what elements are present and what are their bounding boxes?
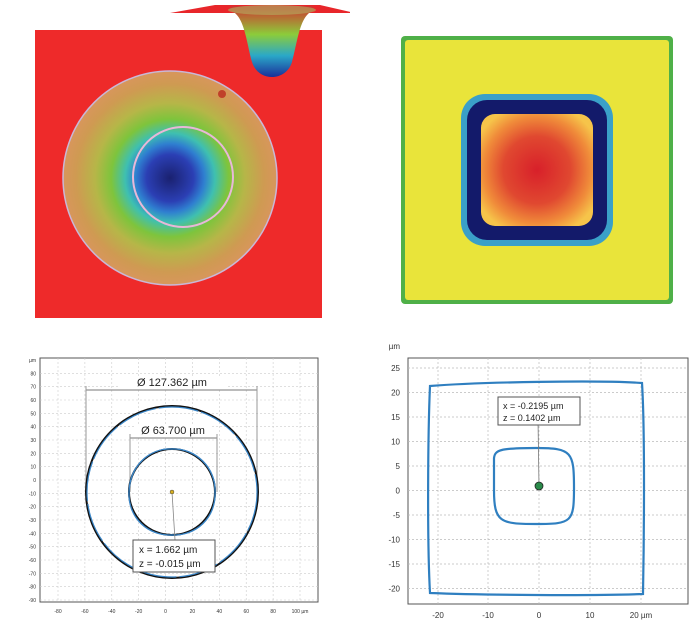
y-tick-label: -5 bbox=[393, 511, 401, 520]
y-tick-label: -40 bbox=[29, 531, 36, 537]
center-point bbox=[534, 481, 544, 491]
outer-profile-fit bbox=[85, 405, 259, 579]
y-tick-label: 60 bbox=[30, 398, 36, 404]
y-tick-label: 50 bbox=[30, 411, 36, 417]
y-tick-label: 10 bbox=[30, 465, 36, 471]
y-tick-label: -10 bbox=[29, 491, 36, 497]
x-tick-label: 0 bbox=[537, 611, 542, 620]
y-tick-label: 40 bbox=[30, 425, 36, 431]
y-tick-label: 70 bbox=[30, 385, 36, 391]
x-tick-label: -80 bbox=[54, 609, 61, 615]
circular-height-map-svg bbox=[35, 5, 355, 318]
circular-height-map bbox=[0, 0, 355, 325]
x-tick-label: -20 bbox=[432, 611, 444, 620]
outer-crater-edge bbox=[62, 70, 278, 286]
profile-rim bbox=[228, 5, 316, 15]
y-tick-label: -80 bbox=[29, 585, 36, 591]
inner-diameter-label: Ø 63.700 µm bbox=[141, 425, 205, 437]
y-tick-label: µm bbox=[29, 358, 36, 364]
y-tick-label: 10 bbox=[391, 438, 400, 447]
x-tick-label: 20 bbox=[190, 609, 196, 615]
y-tick-label: 25 bbox=[391, 364, 400, 373]
y-tick-label: 80 bbox=[30, 371, 36, 377]
y-tick-label: -60 bbox=[29, 558, 36, 564]
circle-profile-plot-svg: -80 -60 -40 -20 0 20 40 60 80 100 µm µm 80 70 60 50 40… bbox=[29, 357, 319, 615]
plot-area bbox=[407, 357, 689, 605]
x-tick-label: -10 bbox=[482, 611, 494, 620]
x-tick-label: 100 µm bbox=[292, 609, 309, 615]
readout-x: x = -0.2195 µm bbox=[503, 401, 563, 411]
x-tick-label: 0 bbox=[164, 609, 167, 615]
outer-crater bbox=[63, 71, 277, 285]
square-height-map bbox=[395, 30, 680, 310]
x-tick-label: 60 bbox=[243, 609, 249, 615]
y-tick-label: -15 bbox=[388, 560, 400, 569]
readout-z: z = 0.1402 µm bbox=[503, 413, 560, 423]
x-tick-label: -20 bbox=[135, 609, 142, 615]
x-tick-label: 80 bbox=[270, 609, 276, 615]
center-point bbox=[169, 489, 175, 495]
y-tick-label: -50 bbox=[29, 545, 36, 551]
x-tick-labels: -80 -60 -40 -20 0 20 40 60 80 100 µm bbox=[54, 609, 308, 615]
outer-profile-measured bbox=[86, 406, 258, 578]
y-tick-label: -90 bbox=[29, 598, 36, 604]
y-tick-label: 0 bbox=[33, 478, 36, 484]
y-tick-label: 20 bbox=[30, 451, 36, 457]
square-profile-plot: -20 -10 0 10 20 µm µm 25 20 15 10 5 0 -5 -10 -15 -20 x… bbox=[360, 340, 700, 624]
square-core bbox=[481, 114, 593, 226]
y-tick-labels: µm 25 20 15 10 5 0 -5 -10 -15 -20 bbox=[388, 342, 400, 594]
profile-bump bbox=[228, 6, 316, 77]
grid bbox=[40, 358, 318, 602]
y-tick-labels: µm 80 70 60 50 40 30 20 10 0 -10 -20 -30 -40 -50 -60 -70… bbox=[29, 358, 36, 604]
center-leader bbox=[537, 419, 540, 487]
y-tick-label: 20 bbox=[391, 389, 400, 398]
x-tick-label: -60 bbox=[81, 609, 88, 615]
x-tick-label: 40 bbox=[217, 609, 223, 615]
defect-dot bbox=[218, 90, 226, 98]
circle-profile-plot: -80 -60 -40 -20 0 20 40 60 80 100 µm µm 80 70 60 50 40… bbox=[0, 340, 350, 624]
inner-crater-edge bbox=[132, 126, 234, 228]
readout-box bbox=[497, 396, 581, 426]
y-tick-label: -10 bbox=[388, 536, 400, 545]
y-tick-label: 15 bbox=[391, 413, 400, 422]
y-tick-label: -20 bbox=[29, 505, 36, 511]
square-height-map-svg bbox=[401, 36, 673, 304]
readout-z: z = -0.015 µm bbox=[139, 559, 201, 570]
y-tick-label: 30 bbox=[30, 438, 36, 444]
readout-x: x = 1.662 µm bbox=[139, 545, 197, 556]
square-profile-plot-svg: -20 -10 0 10 20 µm µm 25 20 15 10 5 0 -5 -10 -15 -20 x… bbox=[388, 342, 689, 620]
x-tick-label: 10 bbox=[586, 611, 595, 620]
outer-diameter-label: Ø 127.362 µm bbox=[137, 377, 207, 389]
y-tick-label: -70 bbox=[29, 571, 36, 577]
outer-square-profile bbox=[427, 380, 646, 597]
inner-profile-measured bbox=[128, 448, 216, 536]
x-tick-labels: -20 -10 0 10 20 µm bbox=[432, 611, 652, 620]
center-leader bbox=[171, 491, 176, 541]
y-tick-label: 0 bbox=[396, 487, 401, 496]
y-tick-label: -20 bbox=[388, 585, 400, 594]
inner-square-profile bbox=[492, 446, 576, 526]
y-tick-label: µm bbox=[389, 342, 401, 351]
readout-box bbox=[132, 539, 216, 573]
y-tick-label: -30 bbox=[29, 518, 36, 524]
y-tick-label: 5 bbox=[396, 462, 401, 471]
x-tick-label: -40 bbox=[108, 609, 115, 615]
x-tick-label: 20 µm bbox=[630, 611, 653, 620]
